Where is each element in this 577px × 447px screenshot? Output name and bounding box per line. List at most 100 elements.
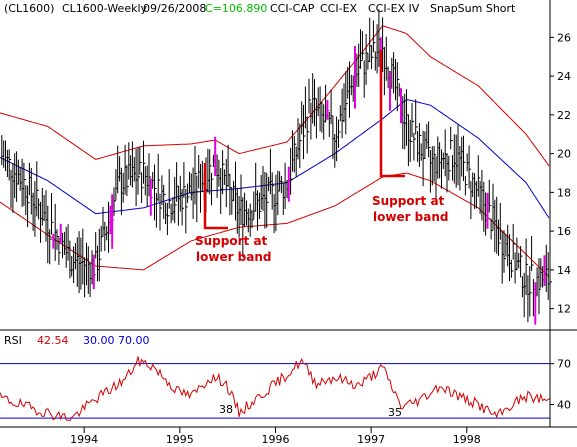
price-bar: [181, 189, 185, 226]
price-bar: [139, 147, 142, 175]
price-bar: [36, 161, 39, 217]
price-y-tick-label: 16: [557, 225, 571, 238]
price-bar: [549, 266, 552, 291]
price-panel-frame: [0, 0, 577, 428]
price-bar: [23, 162, 26, 206]
annotation-1-line-2: lower band: [196, 250, 272, 264]
price-bar: [157, 153, 161, 202]
price-bar: [360, 29, 363, 69]
chart-header: (CL1600) CL1600-Weekly 09/26/2008 C=106.…: [4, 2, 516, 15]
rsi-panel: 40 70: [0, 356, 571, 422]
price-bar: [266, 172, 269, 228]
price-bar: [271, 172, 275, 210]
price-bar: [477, 155, 481, 197]
support-annotations: Support at lower band Support at lower b…: [195, 50, 449, 264]
price-y-tick-label: 24: [557, 70, 571, 83]
support-bracket-1: [203, 163, 228, 230]
header-name: CL1600-Weekly: [62, 2, 148, 15]
price-bar: [538, 258, 541, 315]
price-bar: [326, 100, 330, 120]
price-bar: [488, 179, 492, 213]
time-axis: 1994 1995 1996 1997 1998: [70, 427, 481, 446]
rsi-label: RSI: [4, 334, 22, 347]
price-bar: [111, 194, 115, 249]
price-y-tick-label: 22: [557, 109, 571, 122]
price-bar: [345, 71, 348, 135]
time-tick-label: 1998: [453, 433, 481, 446]
price-bar: [371, 45, 374, 70]
price-bar: [58, 237, 61, 265]
header-symbol: (CL1600): [4, 2, 54, 15]
price-bar: [92, 254, 96, 290]
price-bar: [209, 149, 212, 195]
price-bar: [141, 172, 144, 203]
price-bar: [338, 119, 341, 148]
price-bar: [413, 132, 416, 161]
rsi-line: [0, 356, 551, 422]
price-bar: [222, 150, 225, 195]
price-bar: [211, 173, 214, 206]
annotation-1-line-1: Support at: [195, 234, 268, 248]
price-bar: [299, 123, 302, 169]
price-bar: [196, 175, 199, 223]
header-close: C=106.890: [205, 2, 267, 15]
price-bar: [251, 209, 254, 229]
time-tick-label: 1997: [357, 433, 385, 446]
price-bar: [306, 116, 310, 154]
rsi-mark-2: 35: [388, 406, 402, 419]
header-study-4: SnapSum Short: [430, 2, 516, 15]
price-y-tick-label: 20: [557, 148, 571, 161]
price-bar: [450, 126, 453, 150]
price-bar: [415, 99, 418, 135]
time-tick-label: 1996: [261, 433, 289, 446]
annotation-2-line-1: Support at: [372, 194, 445, 208]
price-bar: [194, 146, 197, 205]
price-bar: [418, 123, 422, 167]
middle-band-line: [0, 99, 550, 219]
price-bar: [113, 187, 116, 216]
price-bar: [149, 178, 153, 216]
price-bar: [490, 218, 494, 240]
price-bar: [525, 238, 529, 296]
price-y-tick-label: 18: [557, 186, 571, 199]
price-bar: [290, 147, 293, 195]
time-tick-label: 1994: [70, 433, 98, 446]
price-bar: [463, 135, 466, 181]
price-bar: [361, 31, 365, 60]
price-bar: [512, 223, 516, 260]
header-study-2: CCI-EX: [320, 2, 358, 15]
price-bar: [464, 175, 468, 196]
price-bar: [293, 136, 297, 173]
price-bar: [499, 203, 503, 240]
header-study-3: CCI-EX IV: [368, 2, 420, 15]
rsi-header: RSI 42.54 30.00 70.00: [4, 334, 150, 347]
price-y-tick-label: 12: [557, 303, 571, 316]
price-bar: [98, 228, 102, 282]
price-bar: [529, 266, 532, 317]
rsi-high-level: 70.00: [118, 334, 150, 347]
price-bar: [163, 184, 166, 219]
price-bar: [277, 170, 280, 216]
rsi-y-tick-label: 70: [557, 358, 571, 371]
price-bar: [49, 229, 52, 265]
price-bar: [185, 188, 188, 234]
price-y-tick-label: 14: [557, 264, 571, 277]
price-bar: [154, 164, 157, 221]
price-bar: [520, 246, 523, 278]
price-bar: [56, 229, 59, 250]
price-bar: [409, 119, 413, 162]
annotation-2-line-2: lower band: [373, 210, 449, 224]
price-bar: [303, 104, 306, 160]
price-bar: [159, 193, 162, 231]
price-bar: [433, 145, 437, 182]
price-bar: [126, 164, 129, 196]
rsi-value: 42.54: [37, 334, 69, 347]
header-date: 09/26/2008: [143, 2, 206, 15]
price-y-tick-label: 26: [557, 31, 571, 44]
price-bar: [183, 162, 186, 198]
price-bar: [396, 62, 400, 112]
price-bars: [1, 9, 552, 325]
